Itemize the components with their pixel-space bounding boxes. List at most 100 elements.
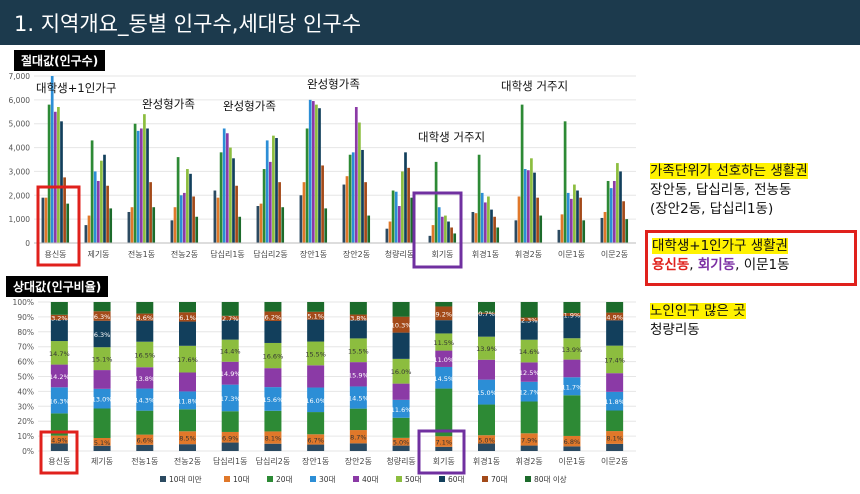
abs-bar-60대 <box>533 172 536 243</box>
rel-bar-60대 <box>392 332 410 359</box>
legend-label: 40대 <box>362 475 379 484</box>
abs-bar-70대 <box>579 197 582 243</box>
student-note-youngsin: 용신동 <box>652 257 690 273</box>
rel-data-label: 5.1% <box>94 439 111 447</box>
rel-data-label: 16.0% <box>305 397 326 405</box>
rel-data-label: 6.7% <box>307 436 324 444</box>
abs-bar-20대 <box>563 121 567 243</box>
rel-bar-80대-이상 <box>563 302 581 314</box>
rel-bar-80대-이상 <box>435 302 453 307</box>
abs-bar-10대-미만 <box>256 206 260 243</box>
rel-x-tick-label: 휘경2동 <box>516 456 543 466</box>
legend-swatch-80대-이상 <box>525 476 531 482</box>
abs-bar-10대-미만 <box>299 195 303 243</box>
rel-bar-10대 <box>221 431 239 443</box>
abs-bar-10대 <box>259 203 263 243</box>
rel-bar-30대 <box>50 387 68 414</box>
abs-bar-80대-이상 <box>152 207 156 243</box>
rel-bar-70대 <box>136 313 154 321</box>
rel-data-label: 14.2% <box>49 373 70 381</box>
abs-bar-70대 <box>149 182 152 243</box>
abs-bar-70대 <box>106 185 109 243</box>
abs-bar-20대 <box>477 154 481 243</box>
rel-bar-70대 <box>221 315 239 320</box>
rel-data-label: 6.3% <box>94 331 111 339</box>
abs-bar-50대 <box>401 171 404 243</box>
elderly-note-heading: 노인인구 많은 곳 <box>650 303 746 319</box>
rel-y-tick-label: 10% <box>17 432 34 441</box>
rel-bar-10대 <box>136 434 154 445</box>
abs-bar-30대 <box>480 192 484 243</box>
rel-x-tick-label: 제기동 <box>91 457 113 466</box>
rel-bar-70대 <box>349 314 367 321</box>
rel-x-tick-label: 전농2동 <box>174 456 201 466</box>
abs-bar-30대 <box>93 171 97 243</box>
abs-bar-40대 <box>440 216 444 243</box>
rel-data-label: 17.3% <box>220 395 241 403</box>
abs-bar-30대 <box>437 207 441 243</box>
rel-data-label: 5.1% <box>307 313 324 321</box>
abs-bar-10대 <box>345 176 349 243</box>
rel-bar-40대 <box>264 368 282 388</box>
legend-swatch-10대-미만 <box>160 476 166 482</box>
family-note: 가족단위가 선호하는 생활권 장안동, 답십리동, 전농동 (장안2동, 답십리… <box>650 162 808 219</box>
abs-bar-10대-미만 <box>41 197 45 243</box>
abs-x-tick-label: 장안2동 <box>343 249 370 259</box>
rel-data-label: 4.6% <box>137 314 154 322</box>
rel-bar-10대 <box>93 437 111 446</box>
rel-bar-60대 <box>435 320 453 334</box>
rel-bar-70대 <box>563 313 581 316</box>
abs-bar-20대 <box>348 154 352 243</box>
abs-bar-40대 <box>225 133 229 243</box>
rel-bar-80대-이상 <box>264 302 282 312</box>
abs-bar-10대 <box>603 211 607 243</box>
rel-bar-30대 <box>307 387 325 413</box>
rel-x-tick-label: 회기동 <box>433 457 455 466</box>
abs-bar-10대-미만 <box>170 220 174 243</box>
rel-bar-60대 <box>136 320 154 342</box>
abs-bar-30대 <box>566 192 570 243</box>
abs-bar-10대 <box>474 213 478 243</box>
abs-bar-80대-이상 <box>410 197 414 243</box>
abs-bar-50대 <box>444 215 447 243</box>
rel-bar-80대-이상 <box>606 302 624 313</box>
abs-bar-10대-미만 <box>557 229 561 243</box>
rel-bar-10대 <box>520 433 538 446</box>
abs-y-tick-label: 3,000 <box>9 167 31 176</box>
rel-data-label: 16.0% <box>391 368 412 376</box>
rel-bar-80대-이상 <box>307 302 325 312</box>
rel-y-tick-label: 80% <box>17 328 34 337</box>
abs-bar-10대-미만 <box>600 217 604 243</box>
rel-x-tick-label: 장안1동 <box>302 456 329 466</box>
abs-bar-10대 <box>302 182 306 243</box>
rel-data-label: 11.5% <box>433 339 454 347</box>
rel-bar-70대 <box>264 311 282 321</box>
rel-data-label: 14.4% <box>220 348 241 356</box>
abs-bar-60대 <box>232 158 235 243</box>
rel-bar-70대 <box>435 306 453 321</box>
abs-bar-30대 <box>136 130 140 243</box>
abs-bar-20대 <box>520 104 524 243</box>
rel-bar-50대 <box>307 341 325 366</box>
rel-data-label: 6.6% <box>137 437 154 445</box>
rel-data-label: 6.1% <box>179 314 196 322</box>
rel-data-label: 15.5% <box>348 347 369 355</box>
student-note-hoegi: 회기동 <box>697 257 736 273</box>
rel-y-tick-label: 0% <box>22 447 34 456</box>
rel-bar-40대 <box>392 383 410 400</box>
rel-data-label: 8.1% <box>265 435 282 443</box>
rel-data-label: 16.5% <box>134 351 155 359</box>
rel-bar-50대 <box>93 347 111 371</box>
rel-bar-80대-이상 <box>349 302 367 315</box>
abs-y-tick-label: 0 <box>25 239 30 248</box>
legend-swatch-50대 <box>396 476 402 482</box>
rel-data-label: 16.6% <box>263 353 284 361</box>
abs-bar-10대 <box>173 207 177 243</box>
abs-x-tick-label: 이문2동 <box>601 249 628 259</box>
abs-bar-60대 <box>275 138 278 243</box>
rel-bar-10대-미만 <box>136 444 154 451</box>
rel-bar-10대 <box>349 430 367 444</box>
rel-bar-10대-미만 <box>520 445 538 451</box>
rel-bar-20대 <box>221 411 239 432</box>
rel-x-tick-label: 전농1동 <box>131 456 158 466</box>
